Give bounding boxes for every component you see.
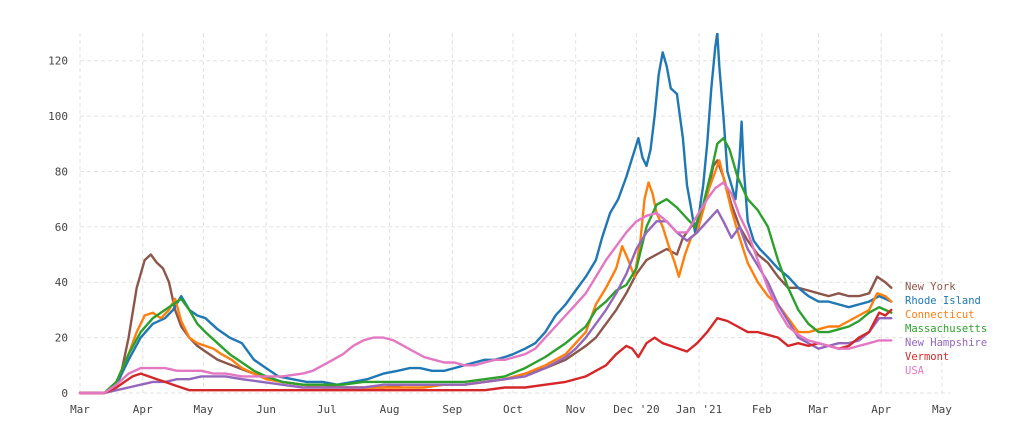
- x-tick-label: Apr: [133, 403, 153, 416]
- x-tick-label: Mar: [809, 403, 829, 416]
- x-gridlines: [80, 33, 942, 393]
- x-tick-label: May: [932, 403, 952, 416]
- legend: New York Rhode Island Connecticut Massachus…: [905, 281, 987, 377]
- legend-entry-massachusetts: Massachusetts: [905, 323, 987, 335]
- x-tick-label: Oct: [503, 403, 523, 416]
- x-tick-label: Jul: [317, 403, 337, 416]
- legend-entry-rhode-island: Rhode Island: [905, 295, 981, 307]
- legend-entry-connecticut: Connecticut: [905, 309, 975, 321]
- y-tick-label: 80: [55, 165, 68, 178]
- x-tick-label: Aug: [380, 403, 400, 416]
- series-line-vermont: [80, 310, 891, 393]
- x-tick-label: Apr: [871, 403, 891, 416]
- x-axis-tick-labels: Mar Apr May Jun Jul Aug Sep Oct Nov Dec '20 Jan '2…: [70, 403, 952, 416]
- y-tick-label: 20: [55, 332, 68, 345]
- series-line-new-hampshire: [80, 210, 891, 393]
- x-tick-label: Sep: [442, 403, 462, 416]
- series-line-rhode-island: [80, 33, 891, 393]
- y-tick-label: 40: [55, 276, 68, 289]
- y-tick-label: 100: [48, 110, 68, 123]
- x-tick-label: Nov: [566, 403, 586, 416]
- series-line-connecticut: [80, 160, 891, 393]
- x-tick-label: Dec '20: [613, 403, 659, 416]
- legend-entry-new-hampshire: New Hampshire: [905, 337, 987, 349]
- x-tick-label: Feb: [752, 403, 772, 416]
- legend-entry-vermont: Vermont: [905, 351, 949, 363]
- y-tick-label: 60: [55, 221, 68, 234]
- x-tick-label: May: [193, 403, 213, 416]
- legend-entry-new-york: New York: [905, 281, 956, 293]
- y-tick-label: 120: [48, 55, 68, 68]
- series-line-new-york: [80, 160, 891, 393]
- legend-entry-usa: USA: [905, 365, 925, 377]
- series-lines: [80, 33, 891, 393]
- x-tick-label: Jun: [256, 403, 276, 416]
- x-tick-label: Jan '21: [676, 403, 722, 416]
- y-axis-tick-labels: 0 20 40 60 80 100 120: [48, 55, 68, 400]
- y-tick-label: 0: [61, 387, 68, 400]
- x-tick-label: Mar: [70, 403, 90, 416]
